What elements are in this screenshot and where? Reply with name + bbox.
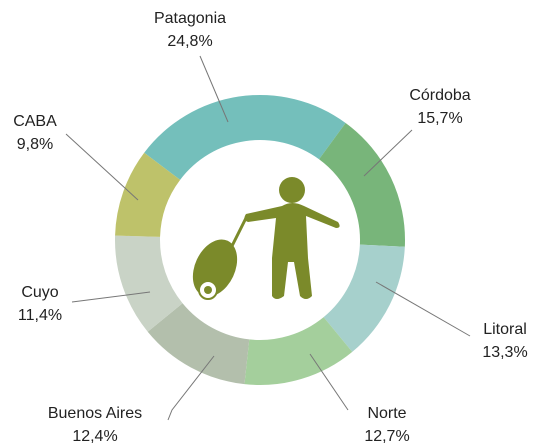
category-label: Córdoba bbox=[409, 87, 470, 104]
slice bbox=[323, 244, 405, 352]
category-label: CABA bbox=[13, 113, 57, 130]
value-label: 12,7% bbox=[364, 428, 409, 445]
value-label: 11,4% bbox=[18, 307, 62, 324]
value-label: 24,8% bbox=[167, 33, 212, 50]
slice bbox=[115, 235, 183, 332]
value-label: 13,3% bbox=[482, 344, 527, 361]
category-label: Litoral bbox=[483, 321, 527, 338]
category-label: Buenos Aires bbox=[48, 405, 142, 422]
slice bbox=[319, 122, 405, 247]
donut bbox=[115, 94, 405, 386]
category-label: Cuyo bbox=[21, 284, 58, 301]
category-label: Patagonia bbox=[154, 10, 226, 27]
value-label: 12,4% bbox=[72, 428, 117, 445]
leader-lines bbox=[65, 55, 471, 421]
traveler-icon bbox=[192, 177, 340, 300]
labels: Patagonia 24,8% Córdoba 15,7% Litoral 13,3% No… bbox=[13, 10, 527, 445]
slice bbox=[244, 317, 353, 386]
category-label: Norte bbox=[367, 405, 406, 422]
slice bbox=[144, 94, 346, 180]
value-label: 9,8% bbox=[17, 136, 53, 153]
value-label: 15,7% bbox=[417, 110, 462, 127]
slice bbox=[147, 303, 250, 385]
slice bbox=[115, 152, 181, 237]
